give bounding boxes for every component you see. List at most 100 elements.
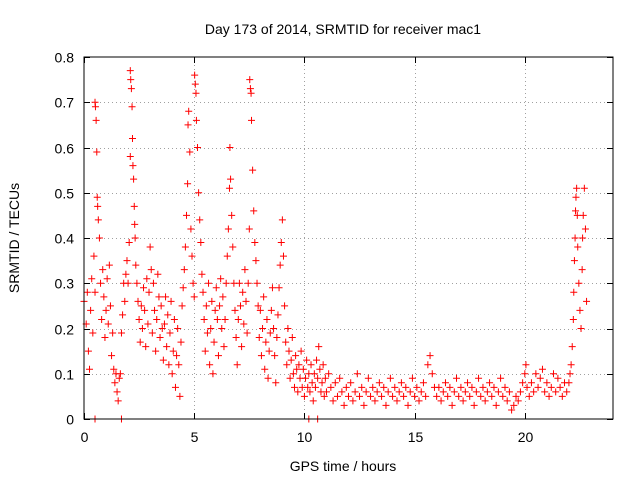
data-point [310, 370, 318, 378]
data-point [345, 392, 352, 400]
data-point [444, 392, 452, 400]
data-point [286, 374, 294, 382]
data-point [448, 401, 456, 409]
data-point [267, 306, 275, 314]
data-point [240, 320, 248, 328]
data-point [87, 306, 95, 314]
data-point [570, 257, 578, 265]
data-point [246, 76, 254, 84]
data-point [192, 116, 200, 124]
data-point [499, 392, 507, 400]
data-point [325, 370, 333, 378]
data-point [197, 239, 205, 247]
data-point [171, 383, 179, 391]
data-point [217, 275, 225, 283]
data-point [108, 352, 116, 360]
data-point [297, 347, 305, 355]
data-point [270, 325, 278, 332]
data-point [347, 379, 355, 387]
data-point [115, 374, 123, 382]
data-point [190, 293, 198, 301]
data-point [149, 279, 157, 287]
data-point [213, 315, 221, 323]
data-point [95, 234, 103, 242]
data-point [402, 383, 410, 391]
data-point [450, 388, 458, 396]
data-point [86, 365, 94, 373]
data-point [268, 284, 276, 292]
data-point [505, 388, 513, 396]
data-point [417, 388, 425, 396]
data-point [136, 338, 144, 346]
data-point [245, 225, 253, 233]
data-point [241, 266, 249, 274]
data-point [351, 388, 359, 396]
data-point [299, 365, 307, 373]
data-point [250, 207, 258, 215]
data-point [198, 270, 206, 278]
data-point [256, 306, 264, 314]
data-point [494, 388, 502, 396]
data-point [145, 288, 153, 296]
data-point [101, 334, 109, 342]
data-point [106, 302, 114, 310]
y-tick-label: 0.4 [55, 231, 75, 247]
data-point [243, 329, 251, 337]
data-point [224, 225, 232, 233]
data-point [360, 401, 368, 409]
data-point [97, 279, 105, 287]
data-point [315, 343, 323, 351]
data-point [406, 388, 414, 396]
data-point [271, 352, 279, 360]
data-point [464, 379, 472, 387]
data-point [579, 234, 587, 242]
data-point [200, 315, 208, 323]
data-point [231, 306, 239, 314]
data-point [336, 374, 344, 382]
data-point [415, 397, 423, 405]
data-point [93, 148, 101, 156]
data-point [288, 334, 296, 342]
data-point [338, 388, 346, 396]
data-point [342, 383, 350, 391]
data-point [163, 343, 171, 351]
data-point [581, 225, 589, 233]
data-point [578, 266, 586, 274]
data-point [304, 383, 312, 391]
data-point [98, 315, 106, 323]
data-point [483, 388, 491, 396]
data-point [191, 71, 199, 79]
data-point [572, 193, 580, 201]
data-point [321, 374, 329, 382]
data-point [249, 166, 257, 174]
data-point [569, 315, 577, 323]
data-point [266, 329, 274, 337]
data-point [84, 347, 92, 355]
y-tick-label: 0.1 [55, 367, 75, 383]
data-point [492, 401, 500, 409]
data-point [373, 388, 381, 396]
data-point [552, 388, 560, 396]
x-tick-label: 10 [297, 429, 313, 445]
data-point [117, 329, 125, 337]
data-point [353, 370, 361, 378]
data-point [181, 243, 189, 251]
data-point [114, 397, 122, 405]
data-point [316, 365, 324, 373]
data-point [426, 352, 434, 360]
data-point [422, 392, 430, 400]
data-point [532, 370, 540, 378]
data-point [289, 370, 297, 378]
data-point [192, 89, 200, 97]
data-point [93, 193, 101, 201]
data-point [554, 374, 562, 382]
data-point [397, 379, 405, 387]
data-point [142, 343, 150, 351]
data-point [176, 392, 184, 400]
data-point [223, 252, 231, 260]
data-point [367, 392, 375, 400]
data-point [468, 383, 476, 391]
data-point [522, 361, 530, 369]
data-point [134, 297, 142, 305]
data-point [103, 275, 111, 283]
